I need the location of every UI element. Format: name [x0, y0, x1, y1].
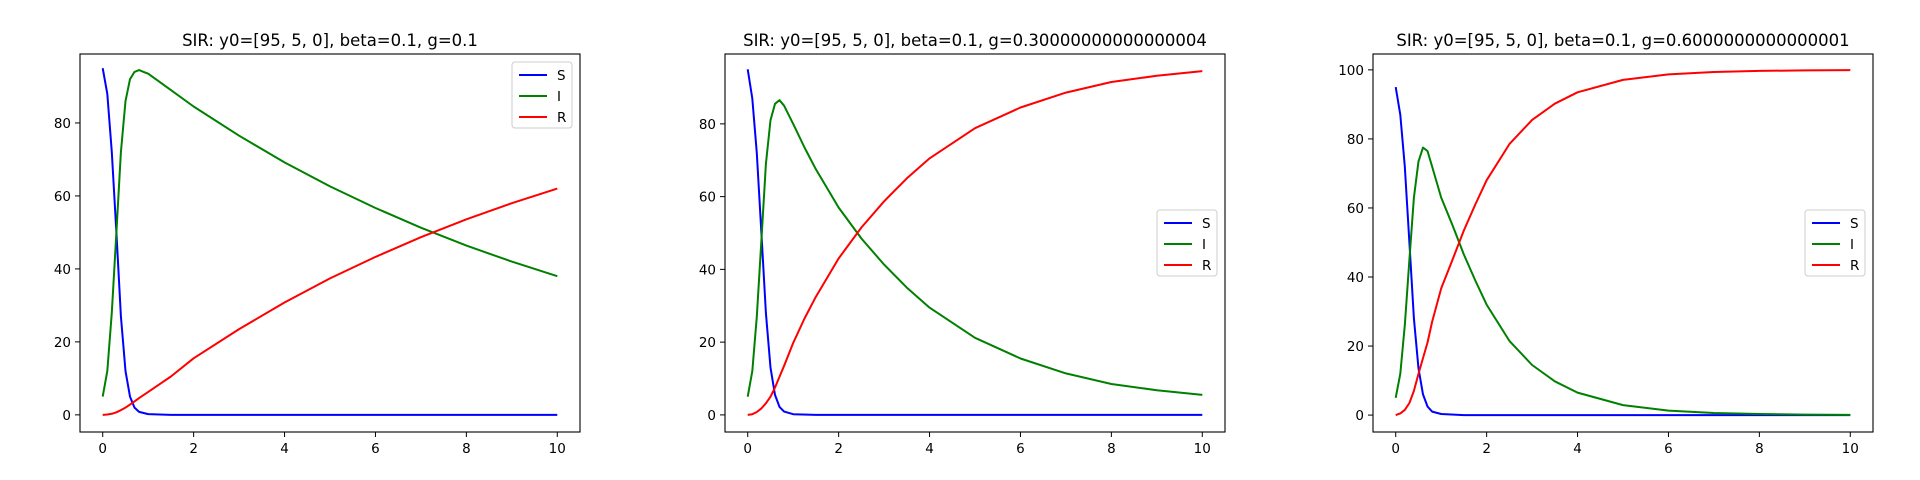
y-tick-label: 60: [54, 189, 71, 205]
legend-label: S: [557, 68, 566, 84]
legend-label: I: [1850, 237, 1854, 253]
legend: SIR: [511, 61, 573, 129]
x-tick-label: 10: [549, 441, 566, 457]
legend-label: R: [1850, 258, 1859, 274]
legend-label: R: [1202, 258, 1211, 274]
x-tick-label: 6: [371, 441, 380, 457]
x-tick-label: 2: [834, 441, 843, 457]
series-line-R: [1395, 69, 1851, 417]
y-tick-label: 40: [1347, 270, 1364, 286]
y-tick-label: 40: [699, 262, 716, 278]
y-tick-label: 80: [1347, 132, 1364, 148]
series-line-I: [101, 69, 558, 397]
legend: SIR: [1804, 209, 1866, 277]
legend: SIR: [1156, 209, 1218, 277]
x-tick-label: 8: [1755, 441, 1764, 457]
series-line-S: [1394, 86, 1851, 417]
x-tick-label: 0: [743, 441, 752, 457]
y-tick-label: 20: [699, 335, 716, 351]
x-tick-label: 4: [925, 441, 934, 457]
x-tick-label: 2: [1482, 441, 1491, 457]
chart-title: SIR: y0=[95, 5, 0], beta=0.1, g=0.1: [182, 31, 478, 50]
x-tick-label: 6: [1664, 441, 1673, 457]
series-line-R: [747, 70, 1203, 416]
x-tick-label: 6: [1016, 441, 1025, 457]
legend-label: I: [557, 89, 561, 105]
plot-frame: [1372, 53, 1874, 433]
x-tick-label: 0: [98, 441, 107, 457]
series-line-S: [101, 68, 558, 416]
legend-label: S: [1850, 216, 1859, 232]
x-tick-label: 2: [189, 441, 198, 457]
x-tick-label: 0: [1391, 441, 1400, 457]
x-tick-label: 4: [280, 441, 289, 457]
legend-label: R: [557, 110, 566, 126]
y-tick-label: 0: [62, 408, 71, 424]
x-tick-label: 10: [1194, 441, 1211, 457]
y-tick-label: 0: [1355, 408, 1364, 424]
y-tick-label: 100: [1338, 63, 1364, 79]
x-tick-label: 4: [1573, 441, 1582, 457]
y-tick-label: 20: [54, 335, 71, 351]
series-line-R: [102, 187, 558, 416]
chart-panel-2: SIR: y0=[95, 5, 0], beta=0.1, g=0.300000…: [699, 31, 1226, 457]
y-tick-label: 40: [54, 262, 71, 278]
legend-label: I: [1202, 237, 1206, 253]
y-tick-label: 60: [1347, 201, 1364, 217]
y-tick-label: 80: [699, 117, 716, 133]
y-tick-label: 0: [707, 408, 716, 424]
y-tick-label: 60: [699, 190, 716, 206]
plot-frame: [79, 53, 581, 433]
chart-panel-1: SIR: y0=[95, 5, 0], beta=0.1, g=0.1 0 2 4 6 8…: [54, 31, 581, 457]
x-tick-label: 8: [462, 441, 471, 457]
series-line-I: [1394, 146, 1851, 416]
series-line-S: [746, 69, 1203, 416]
x-tick-label: 8: [1107, 441, 1116, 457]
y-tick-label: 80: [54, 116, 71, 132]
legend-label: S: [1202, 216, 1211, 232]
plot-frame: [724, 53, 1226, 433]
y-tick-label: 20: [1347, 339, 1364, 355]
chart-title: SIR: y0=[95, 5, 0], beta=0.1, g=0.300000…: [743, 31, 1207, 50]
chart-panel-3: SIR: y0=[95, 5, 0], beta=0.1, g=0.600000…: [1338, 31, 1874, 457]
series-line-I: [746, 99, 1203, 397]
chart-title: SIR: y0=[95, 5, 0], beta=0.1, g=0.600000…: [1396, 31, 1849, 50]
x-tick-label: 10: [1842, 441, 1859, 457]
